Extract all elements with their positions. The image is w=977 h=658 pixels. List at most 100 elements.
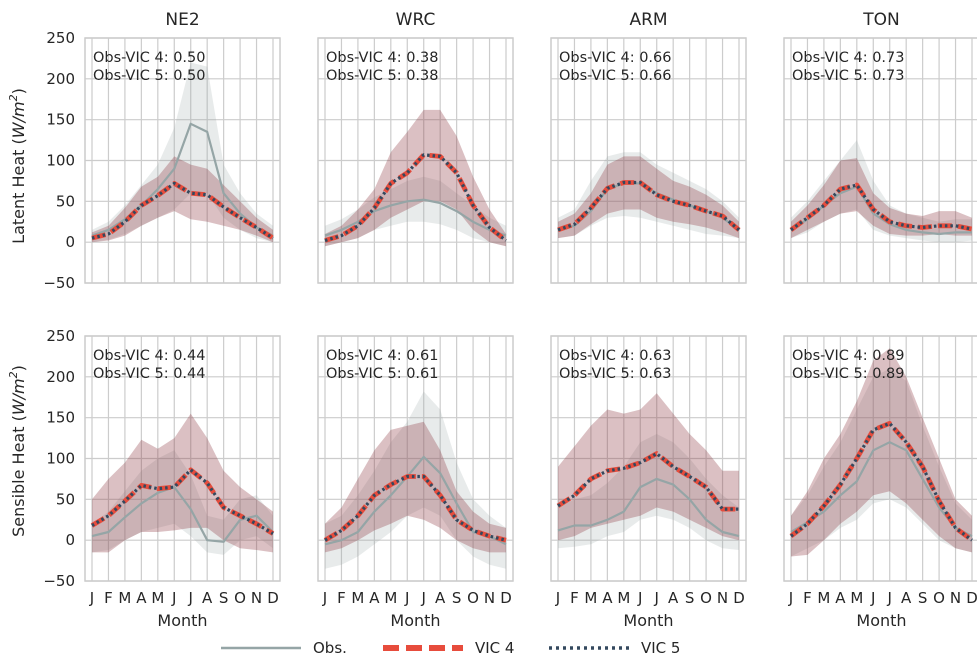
model-range-band: [558, 156, 739, 239]
legend-item-vic4: VIC 4: [383, 639, 514, 657]
correlation-label: Obs-VIC 5: 0.73: [792, 68, 905, 84]
x-tick-label: A: [369, 589, 380, 607]
x-tick-label: S: [219, 589, 229, 607]
panel-ne2-sensible: Obs-VIC 4: 0.44 Obs-VIC 5: 0.44 −50 0 50 100 1…: [43, 327, 281, 630]
panel-title: ARM: [629, 10, 667, 30]
x-tick-label: J: [89, 589, 94, 607]
x-tick-label: J: [870, 589, 875, 607]
obs-line: [91, 122, 274, 237]
x-tick-label: M: [617, 589, 630, 607]
panel-grid: Obs-VIC 4: 0.50 Obs-VIC 5: 0.50 NE2 −50 0 50 1…: [43, 10, 977, 630]
model-range-band: [325, 109, 506, 247]
y-tick-label: 50: [56, 490, 75, 508]
x-tick-label: O: [467, 589, 479, 607]
x-tick-label: S: [452, 589, 462, 607]
panel-title: NE2: [165, 10, 199, 30]
ylabel-sensible-heat: Sensible Heat (W/m2): [7, 365, 28, 537]
y-tick-label: 200: [46, 70, 75, 88]
legend-label-vic5: VIC 5: [641, 639, 680, 657]
x-tick-label: A: [901, 589, 912, 607]
vic4-line: [91, 180, 275, 241]
y-tick-label: 50: [56, 192, 75, 210]
x-axis-label: Month: [623, 611, 673, 630]
panel-title: WRC: [396, 10, 436, 30]
correlation-label: Obs-VIC 5: 0.61: [326, 366, 439, 382]
y-tick-label: 250: [46, 327, 75, 345]
correlation-label: Obs-VIC 4: 0.38: [326, 50, 439, 66]
x-tick-label: F: [803, 589, 812, 607]
x-tick-label: F: [337, 589, 346, 607]
panel-ton-latent: Obs-VIC 4: 0.73 Obs-VIC 5: 0.73 TON: [783, 10, 977, 284]
correlation-label: Obs-VIC 5: 0.50: [93, 68, 206, 84]
y-tick-label: 0: [65, 531, 75, 549]
model-range-band: [92, 156, 273, 243]
legend-item-obs: Obs.: [221, 639, 347, 657]
x-tick-label: M: [850, 589, 863, 607]
x-tick-label: J: [188, 589, 193, 607]
x-axis-label: Month: [390, 611, 440, 630]
y-tick-label: 100: [46, 450, 75, 468]
x-axis-label: Month: [856, 611, 906, 630]
y-tick-label: 150: [46, 111, 75, 129]
panel-arm-latent: Obs-VIC 4: 0.66 Obs-VIC 5: 0.66 ARM: [550, 10, 747, 284]
correlation-label: Obs-VIC 5: 0.38: [326, 68, 439, 84]
y-tick-label: −50: [43, 274, 75, 292]
correlation-label: Obs-VIC 4: 0.89: [792, 348, 905, 364]
x-tick-label: M: [351, 589, 364, 607]
ylabel-latent-heat: Latent Heat (W/m2): [7, 88, 28, 244]
vic5-line: [91, 468, 274, 535]
vic5-line: [790, 183, 973, 232]
model-range-band: [791, 158, 972, 239]
x-tick-label: M: [118, 589, 131, 607]
vic5-line: [324, 153, 507, 243]
x-tick-label: J: [322, 589, 327, 607]
obs-line: [790, 185, 972, 236]
x-tick-label: N: [251, 589, 262, 607]
x-tick-label: A: [835, 589, 846, 607]
y-tick-label: 100: [46, 152, 75, 170]
x-tick-label: D: [966, 589, 977, 607]
obs-range-band: [791, 368, 972, 557]
y-tick-label: 200: [46, 368, 75, 386]
model-range-band: [92, 413, 273, 553]
x-tick-label: J: [171, 589, 176, 607]
x-tick-label: O: [933, 589, 945, 607]
model-range-band: [791, 348, 972, 557]
correlation-label: Obs-VIC 4: 0.61: [326, 348, 439, 364]
x-tick-label: A: [136, 589, 147, 607]
x-tick-label: S: [918, 589, 928, 607]
x-tick-label: O: [700, 589, 712, 607]
x-tick-label: D: [267, 589, 279, 607]
x-tick-label: D: [500, 589, 512, 607]
x-axis-label: Month: [157, 611, 207, 630]
x-tick-label: J: [654, 589, 659, 607]
model-range-band: [325, 421, 506, 553]
legend-label-obs: Obs.: [313, 639, 347, 657]
legend-label-vic4: VIC 4: [475, 639, 514, 657]
y-tick-label: −50: [43, 572, 75, 590]
x-tick-label: J: [555, 589, 560, 607]
x-tick-label: J: [788, 589, 793, 607]
x-tick-label: M: [151, 589, 164, 607]
correlation-label: Obs-VIC 5: 0.66: [559, 68, 672, 84]
legend-item-vic5: VIC 5: [549, 639, 680, 657]
vic5-line: [91, 181, 274, 240]
x-tick-label: D: [733, 589, 745, 607]
vic5-line: [557, 452, 739, 511]
x-tick-label: M: [584, 589, 597, 607]
x-tick-label: A: [435, 589, 446, 607]
panel-ne2-latent: Obs-VIC 4: 0.50 Obs-VIC 5: 0.50 NE2 −50 0 50 1…: [43, 10, 281, 292]
correlation-label: Obs-VIC 4: 0.66: [559, 50, 672, 66]
panel-title: TON: [862, 10, 899, 30]
y-tick-label: 150: [46, 409, 75, 427]
correlation-label: Obs-VIC 4: 0.63: [559, 348, 672, 364]
y-tick-label: 250: [46, 29, 75, 47]
obs-range-band: [558, 152, 739, 239]
x-tick-label: J: [637, 589, 642, 607]
x-tick-label: J: [421, 589, 426, 607]
x-tick-label: N: [950, 589, 961, 607]
